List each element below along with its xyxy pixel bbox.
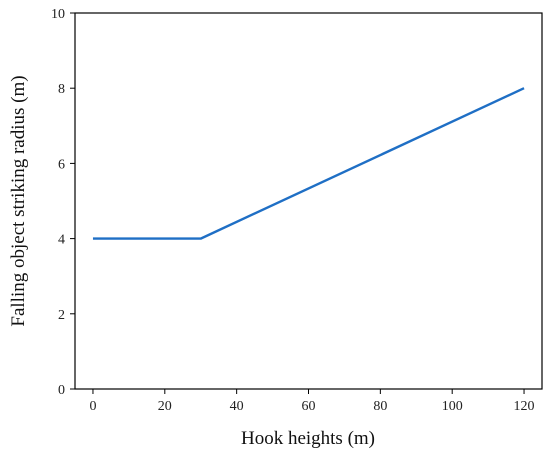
y-tick-label: 10 bbox=[51, 7, 65, 22]
x-tick-label: 0 bbox=[89, 399, 96, 414]
x-axis-label: Hook heights (m) bbox=[241, 428, 375, 449]
x-tick-label: 60 bbox=[302, 399, 316, 414]
y-tick-label: 0 bbox=[58, 383, 65, 398]
series-layer bbox=[92, 87, 525, 240]
y-tick-label: 4 bbox=[58, 233, 65, 248]
y-axis-ticks: 0 2 4 6 8 10 bbox=[51, 7, 75, 398]
x-tick-label: 120 bbox=[514, 399, 535, 414]
x-tick-label: 80 bbox=[373, 399, 387, 414]
x-tick-label: 20 bbox=[158, 399, 172, 414]
series-line bbox=[92, 87, 525, 240]
x-axis-ticks: 0 20 40 60 80 100 120 bbox=[89, 389, 535, 414]
y-axis-label: Falling object striking radius (m) bbox=[8, 75, 29, 326]
y-tick-label: 6 bbox=[58, 157, 65, 172]
y-tick-label: 2 bbox=[58, 308, 65, 323]
x-tick-label: 40 bbox=[230, 399, 244, 414]
y-tick-label: 8 bbox=[58, 82, 65, 97]
plot-frame bbox=[74, 12, 543, 390]
x-tick-label: 100 bbox=[442, 399, 463, 414]
